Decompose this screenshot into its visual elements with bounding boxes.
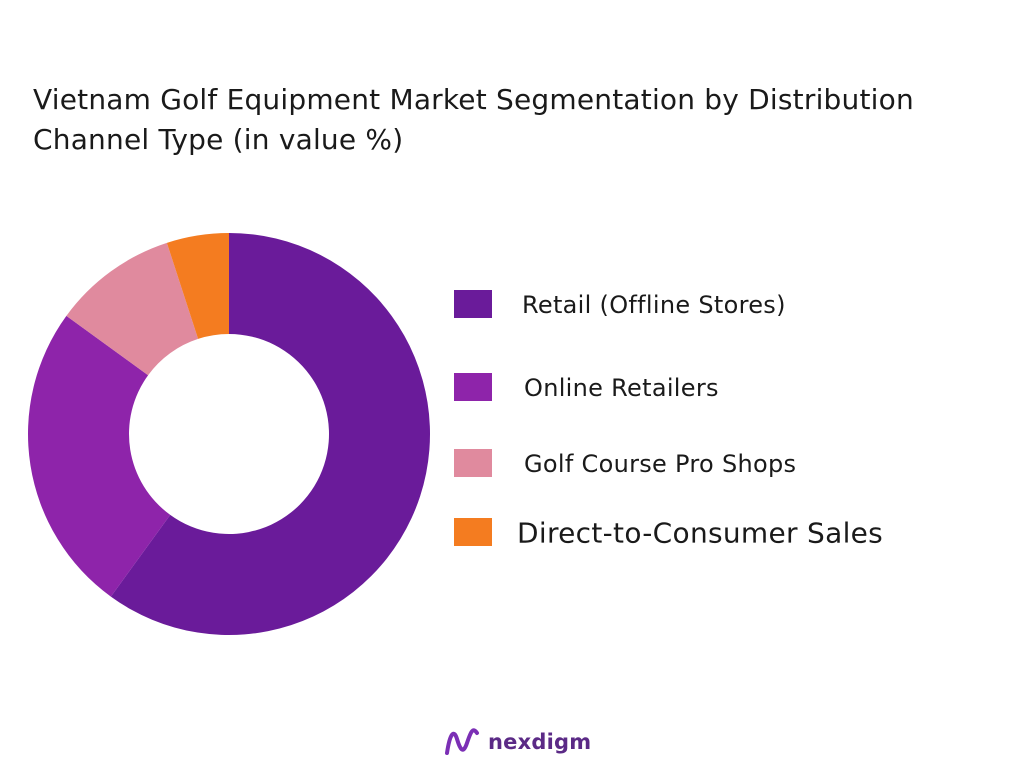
legend-label-golf-course-pro-shops: Golf Course Pro Shops bbox=[524, 450, 797, 478]
donut-slice-retail-offline-stores bbox=[110, 233, 431, 636]
brand-footer: nexdigm bbox=[444, 722, 591, 762]
legend-label-retail-offline-stores: Retail (Offline Stores) bbox=[522, 291, 786, 319]
legend-label-online-retailers: Online Retailers bbox=[524, 374, 719, 402]
donut-slice-golf-course-pro-shops bbox=[66, 242, 199, 376]
donut-slice-direct-to-consumer-sales bbox=[166, 233, 229, 339]
legend-label-direct-to-consumer-sales: Direct-to-Consumer Sales bbox=[517, 516, 884, 550]
legend-swatch-retail-offline-stores bbox=[454, 290, 492, 318]
chart-title: Vietnam Golf Equipment Market Segmentati… bbox=[33, 80, 1013, 160]
brand-name: nexdigm bbox=[488, 730, 592, 754]
nexdigm-logo-icon bbox=[445, 728, 479, 755]
legend-swatch-direct-to-consumer-sales bbox=[454, 518, 492, 546]
legend-swatch-online-retailers bbox=[454, 373, 492, 401]
chart-title-line-1: Vietnam Golf Equipment Market Segmentati… bbox=[33, 83, 914, 116]
donut-slice-online-retailers bbox=[27, 315, 171, 597]
legend-swatch-golf-course-pro-shops bbox=[454, 449, 492, 477]
chart-title-line-2: Channel Type (in value %) bbox=[33, 123, 404, 156]
